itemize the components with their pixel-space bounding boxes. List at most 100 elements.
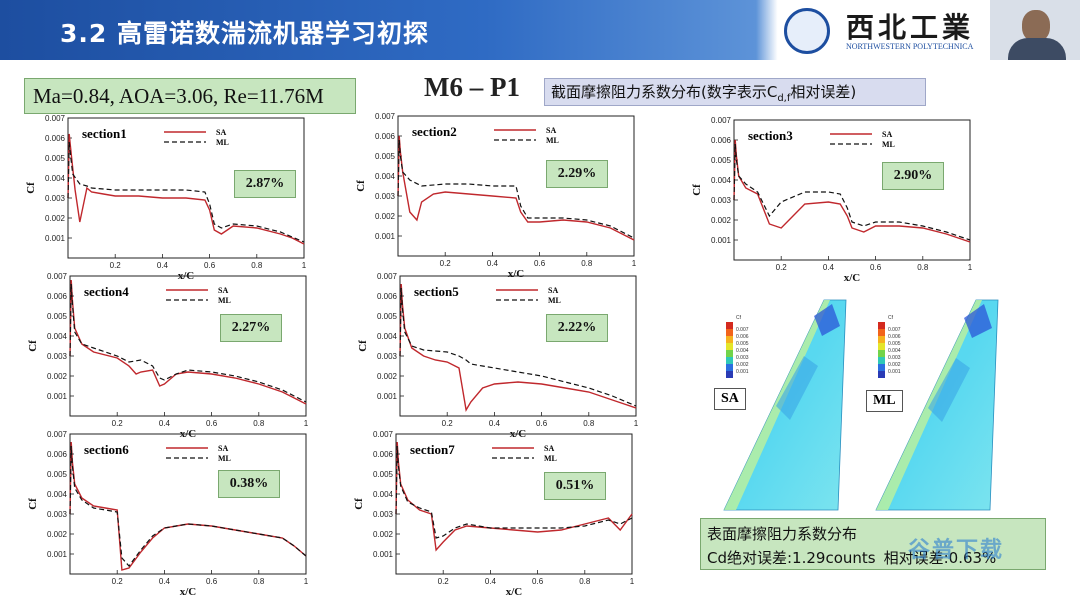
caption-subscript: d,f <box>777 93 791 104</box>
sa-wing-shock-region <box>814 304 840 336</box>
colorbar-tick-label: 0.001 <box>736 369 749 375</box>
y-tick-label: 0.005 <box>377 312 398 321</box>
y-tick-label: 0.003 <box>45 194 66 203</box>
chart-svg: 0.001 0.002 0.003 0.004 0.005 0.006 0.007 0.2 0.… <box>355 112 637 280</box>
y-tick-label: 0.004 <box>45 174 66 183</box>
colorbar-tick-label: 0.003 <box>736 355 749 361</box>
legend-sa-label: SA <box>218 286 228 295</box>
sa-model-tag: SA <box>714 388 746 410</box>
sa-series-line <box>399 283 637 413</box>
legend-sa-label: SA <box>544 444 554 453</box>
plot-area: 0.001 0.002 0.003 0.004 0.005 0.006 0.007 0.2 0.… <box>691 116 973 284</box>
summary-abs-error: Cd绝对误差:1.29counts <box>707 549 876 567</box>
colorbar-swatch <box>878 343 885 350</box>
chart-section5: 0.001 0.002 0.003 0.004 0.005 0.006 0.007 0.2 0.… <box>354 270 646 442</box>
legend-sa-label: SA <box>218 444 228 453</box>
x-tick-label: 0.2 <box>112 577 124 586</box>
y-tick-label: 0.007 <box>711 116 732 125</box>
plot-area: 0.001 0.002 0.003 0.004 0.005 0.006 0.007 0.2 0.… <box>353 430 635 598</box>
y-tick-label: 0.001 <box>375 232 396 241</box>
ml-wing-leading-edge <box>876 300 982 510</box>
x-tick-label: 0.6 <box>204 261 216 270</box>
relative-error-badge: 2.22% <box>546 314 608 342</box>
x-tick-label: 1 <box>304 577 309 586</box>
presenter-body <box>1008 38 1066 60</box>
y-tick-label: 0.007 <box>45 114 66 123</box>
y-tick-label: 0.003 <box>47 510 68 519</box>
x-tick-label: 0.2 <box>776 263 788 272</box>
colorbar-swatch <box>726 336 733 343</box>
relative-error-badge: 2.87% <box>234 170 296 198</box>
chart-svg: 0.001 0.002 0.003 0.004 0.005 0.006 0.007 0.2 0.… <box>691 116 973 284</box>
y-tick-label: 0.002 <box>47 372 68 381</box>
chart-section1: 0.001 0.002 0.003 0.004 0.005 0.006 0.007 0.2 0.… <box>22 112 314 284</box>
colorbar-tick-label: 0.007 <box>736 327 749 333</box>
legend-ml-label: ML <box>548 296 561 305</box>
plot-area: 0.001 0.002 0.003 0.004 0.005 0.006 0.007 0.2 0.… <box>27 272 309 440</box>
legend-sa-label: SA <box>216 128 226 137</box>
colorbar-tick-label: 0.006 <box>736 334 749 340</box>
x-tick-label: 0.2 <box>442 419 454 428</box>
flow-conditions-box: Ma=0.84, AOA=3.06, Re=11.76M <box>24 78 356 114</box>
university-logo-english: NORTHWESTERN POLYTECHNICA <box>846 42 974 51</box>
y-tick-label: 0.001 <box>711 236 732 245</box>
colorbar-swatch <box>878 364 885 371</box>
y-tick-label: 0.004 <box>375 172 396 181</box>
x-tick-label: 0.8 <box>583 419 595 428</box>
section-label: section7 <box>410 442 455 457</box>
y-axis-title: Cf <box>357 340 369 352</box>
ml-series-line <box>69 283 307 403</box>
sa-series-line <box>733 139 971 243</box>
colorbar-swatch <box>726 329 733 336</box>
y-tick-label: 0.004 <box>47 490 68 499</box>
colorbar-swatch <box>878 350 885 357</box>
chart-section3: 0.001 0.002 0.003 0.004 0.005 0.006 0.007 0.2 0.… <box>688 114 980 286</box>
x-tick-label: 0.8 <box>579 577 591 586</box>
chart-svg: 0.001 0.002 0.003 0.004 0.005 0.006 0.007 0.2 0.… <box>353 430 635 598</box>
university-emblem-icon <box>784 8 830 54</box>
x-tick-label: 1 <box>632 259 637 268</box>
slide-title: 3.2 高雷诺数湍流机器学习初探 <box>60 19 429 48</box>
y-tick-label: 0.005 <box>45 154 66 163</box>
section-label: section3 <box>748 128 793 143</box>
section-label: section5 <box>414 284 459 299</box>
ml-series-line <box>733 143 971 241</box>
y-tick-label: 0.004 <box>377 332 398 341</box>
plot-area: 0.001 0.002 0.003 0.004 0.005 0.006 0.007 0.2 0.… <box>27 430 309 598</box>
x-tick-label: 0.6 <box>206 419 218 428</box>
plot-area: 0.001 0.002 0.003 0.004 0.005 0.006 0.007 0.2 0.… <box>355 112 637 280</box>
ml-model-tag: ML <box>866 390 903 412</box>
colorbar-swatch <box>878 336 885 343</box>
y-tick-label: 0.003 <box>373 510 394 519</box>
y-tick-label: 0.006 <box>45 134 66 143</box>
y-tick-label: 0.002 <box>711 216 732 225</box>
x-tick-label: 0.6 <box>532 577 544 586</box>
colorbar-title: Cf <box>736 315 742 321</box>
legend-ml-label: ML <box>882 140 895 149</box>
chart-section4: 0.001 0.002 0.003 0.004 0.005 0.006 0.007 0.2 0.… <box>24 270 316 442</box>
y-tick-label: 0.002 <box>373 530 394 539</box>
x-tick-label: 0.2 <box>112 419 124 428</box>
relative-error-badge: 0.38% <box>218 470 280 498</box>
colorbar-swatch <box>726 357 733 364</box>
x-axis-title: x/C <box>508 268 525 280</box>
legend-ml-label: ML <box>216 138 229 147</box>
ml-series-line <box>69 445 307 567</box>
ml-series-line <box>67 141 305 243</box>
legend-ml-label: ML <box>218 296 231 305</box>
x-tick-label: 0.4 <box>489 419 501 428</box>
section-label: section4 <box>84 284 129 299</box>
x-tick-label: 0.6 <box>206 577 218 586</box>
chart-section7: 0.001 0.002 0.003 0.004 0.005 0.006 0.007 0.2 0.… <box>350 428 642 600</box>
relative-error-badge: 2.29% <box>546 160 608 188</box>
ml-series-line <box>395 445 633 539</box>
colorbar-tick-label: 0.001 <box>888 369 901 375</box>
y-tick-label: 0.007 <box>47 430 68 439</box>
x-tick-label: 0.6 <box>870 263 882 272</box>
colorbar-tick-label: 0.002 <box>888 362 901 368</box>
y-tick-label: 0.002 <box>47 530 68 539</box>
summary-rel-error: 相对误差:0.63% <box>883 549 997 567</box>
y-tick-label: 0.005 <box>375 152 396 161</box>
